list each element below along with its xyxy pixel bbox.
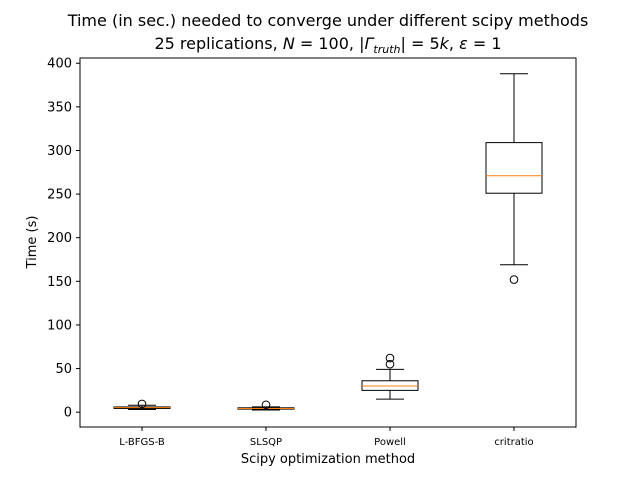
y-tick-label: 150 [47,275,72,290]
box-outlier [385,353,395,363]
y-tick-label: 250 [47,188,72,203]
box-outlier [261,400,271,410]
chart-title-line1: Time (in sec.) needed to converge under … [67,11,589,30]
y-tick-label: 100 [47,318,72,333]
y-tick-label: 350 [47,100,72,115]
x-axis-label: Scipy optimization method [241,452,415,467]
title-prefix: 25 replications, [154,34,282,53]
box-iqr [485,142,543,194]
title-n-val: = 100, | [295,34,365,53]
title-gamma-sub: truth [373,43,400,56]
x-tick-label: SLSQP [250,437,282,448]
y-tick-label: 50 [55,362,72,377]
y-axis-label: Time (s) [25,216,40,270]
x-tick-label: L-BFGS-B [119,437,165,448]
chart-title-line2: 25 replications, N = 100, |Γtruth| = 5k,… [154,34,501,56]
title-eps: ε [459,34,468,53]
y-tick-label: 0 [64,406,72,421]
y-tick-label: 200 [47,231,72,246]
x-tick-label: critratio [494,437,533,448]
y-tick-label: 400 [47,57,72,72]
title-n-var: N [283,34,295,53]
y-tick-label: 300 [47,144,72,159]
title-gamma: Γ [364,34,374,53]
box-outlier [509,275,519,284]
plot-area: 0 50 100 150 200 250 300 350 400 L-BFGS-B SLSQP Pow… [47,57,543,448]
box-outlier [137,399,147,409]
box-outlier [385,359,395,369]
title-sep: , [449,34,459,53]
title-k-var: k [440,34,450,53]
title-eps-val: = 1 [468,34,502,53]
x-tick-label: Powell [374,437,406,448]
title-gamma-val: | = 5 [400,34,439,53]
axes-frame [79,57,577,428]
